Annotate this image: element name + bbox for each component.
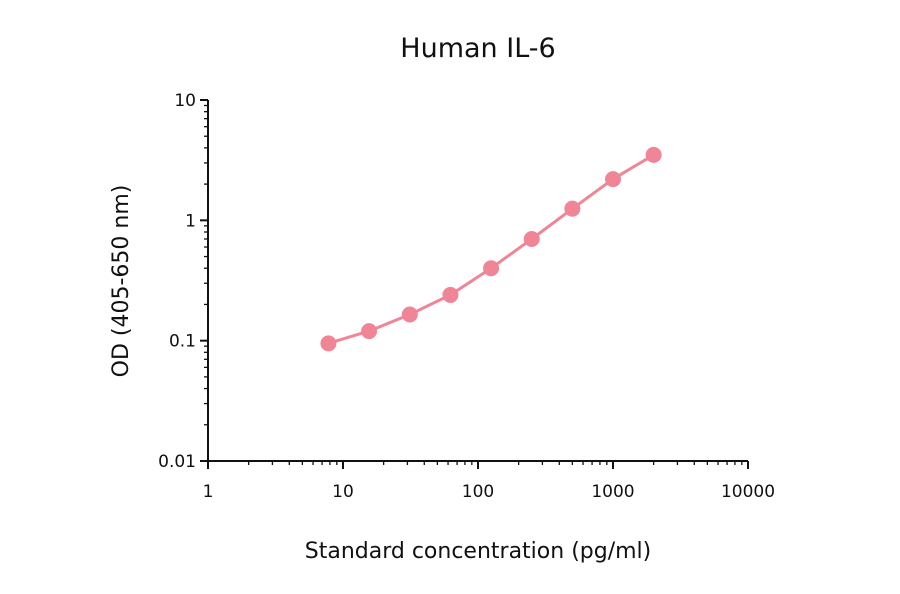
- y-axis-label: OD (405-650 nm): [109, 185, 134, 378]
- data-point: [605, 171, 621, 188]
- y-axis: 0.01 0.1 1 10: [158, 91, 209, 472]
- data-point: [442, 286, 459, 303]
- x-tick-label: 10: [332, 482, 354, 502]
- y-tick-label: 1: [185, 211, 196, 231]
- series-line: [327, 153, 655, 345]
- data-point: [564, 200, 581, 217]
- y-tick-label: 0.01: [158, 452, 196, 472]
- x-axis: 1 10 100 1000 10000: [203, 460, 775, 502]
- x-axis-label: Standard concentration (pg/ml): [305, 539, 652, 564]
- y-tick-label: 10: [174, 91, 196, 111]
- data-point: [361, 323, 378, 340]
- data-point: [483, 260, 500, 277]
- data-point: [401, 306, 418, 323]
- data-point: [645, 146, 662, 163]
- x-tick-label: 100: [462, 482, 494, 502]
- x-tick-label: 10000: [721, 482, 775, 502]
- series-layer: [320, 146, 662, 352]
- data-point: [523, 230, 540, 247]
- data-point: [320, 335, 337, 352]
- x-tick-label: 1: [203, 482, 214, 502]
- x-tick-label: 1000: [591, 482, 634, 502]
- y-tick-label: 0.1: [169, 332, 196, 352]
- chart-title: Human IL-6: [400, 33, 555, 64]
